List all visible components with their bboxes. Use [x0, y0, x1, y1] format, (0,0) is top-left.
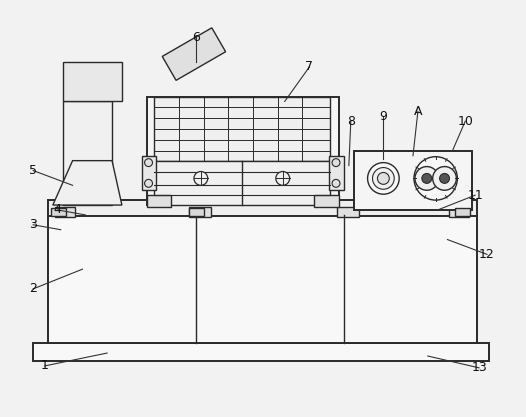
Circle shape: [145, 179, 153, 187]
Circle shape: [332, 179, 340, 187]
Bar: [189, 207, 211, 217]
Circle shape: [440, 173, 450, 183]
Polygon shape: [53, 161, 122, 205]
Circle shape: [378, 173, 389, 184]
Text: 12: 12: [479, 248, 495, 261]
Circle shape: [422, 173, 432, 183]
Circle shape: [433, 166, 457, 190]
Text: 8: 8: [347, 115, 355, 128]
Circle shape: [145, 159, 153, 166]
Circle shape: [332, 159, 340, 166]
Text: 3: 3: [29, 218, 37, 231]
Text: 11: 11: [467, 188, 483, 202]
Bar: [329, 156, 344, 190]
Bar: [147, 96, 339, 205]
Bar: [48, 200, 477, 216]
Text: A: A: [413, 105, 422, 118]
Circle shape: [368, 163, 399, 194]
Bar: [51, 208, 66, 216]
Bar: [354, 151, 472, 210]
Bar: [337, 207, 359, 217]
Polygon shape: [162, 28, 226, 80]
Circle shape: [194, 171, 208, 185]
Bar: [141, 156, 156, 190]
Circle shape: [414, 157, 458, 200]
Bar: [155, 161, 330, 205]
Circle shape: [276, 171, 290, 185]
Circle shape: [372, 168, 394, 189]
Bar: [48, 215, 477, 343]
Bar: [456, 208, 470, 216]
Bar: [33, 343, 489, 361]
Text: 9: 9: [379, 110, 387, 123]
Bar: [63, 101, 112, 205]
Text: 1: 1: [41, 359, 49, 372]
Bar: [147, 195, 171, 207]
Bar: [189, 208, 204, 216]
Text: 2: 2: [29, 282, 37, 295]
Bar: [63, 62, 122, 101]
Text: 7: 7: [306, 60, 313, 73]
Bar: [315, 195, 339, 207]
Circle shape: [415, 166, 439, 190]
Text: 10: 10: [457, 115, 473, 128]
Text: 6: 6: [192, 31, 200, 44]
Text: 5: 5: [29, 164, 37, 177]
Text: 13: 13: [471, 362, 487, 374]
Bar: [155, 96, 330, 161]
Bar: [450, 207, 469, 217]
Text: 4: 4: [54, 203, 62, 216]
Bar: [55, 207, 75, 217]
